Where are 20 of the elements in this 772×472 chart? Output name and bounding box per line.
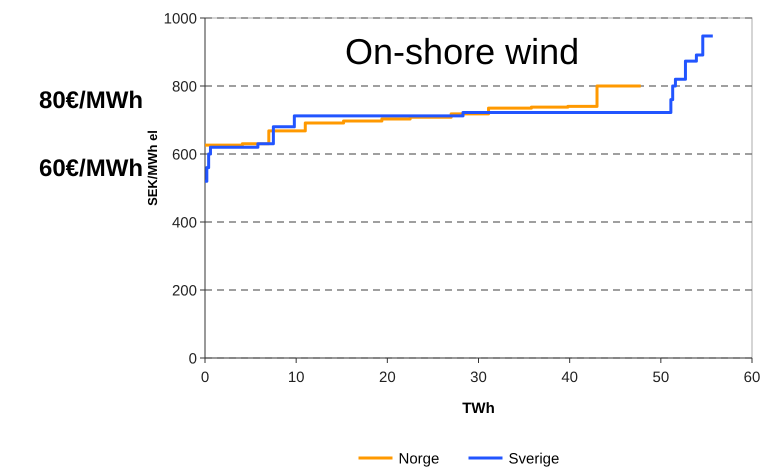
chart-title: On-shore wind <box>345 31 580 72</box>
y-axis-title: SEK/MWh el <box>145 130 160 206</box>
x-tick-label: 50 <box>652 369 670 386</box>
x-tick-label: 40 <box>561 369 578 386</box>
x-tick-label: 30 <box>470 369 487 386</box>
legend-label: Norge <box>398 450 440 468</box>
x-tick-label: 10 <box>288 369 305 386</box>
legend-label: Sverige <box>508 450 560 468</box>
text: 80€/MWh <box>38 87 143 114</box>
x-tick-label: 60 <box>744 369 760 386</box>
y-tick-label: 1000 <box>164 10 197 28</box>
y-tick-label: 600 <box>172 146 197 164</box>
x-axis-title: TWh <box>462 400 495 417</box>
x-tick-label: 0 <box>200 369 210 386</box>
y-tick-label: 200 <box>172 282 197 300</box>
y-tick-label: 400 <box>172 214 197 232</box>
x-tick-label: 20 <box>378 369 396 386</box>
y-tick-label: 800 <box>172 78 197 96</box>
y-tick-label: 0 <box>188 350 197 368</box>
text: 60€/MWh <box>38 155 143 182</box>
